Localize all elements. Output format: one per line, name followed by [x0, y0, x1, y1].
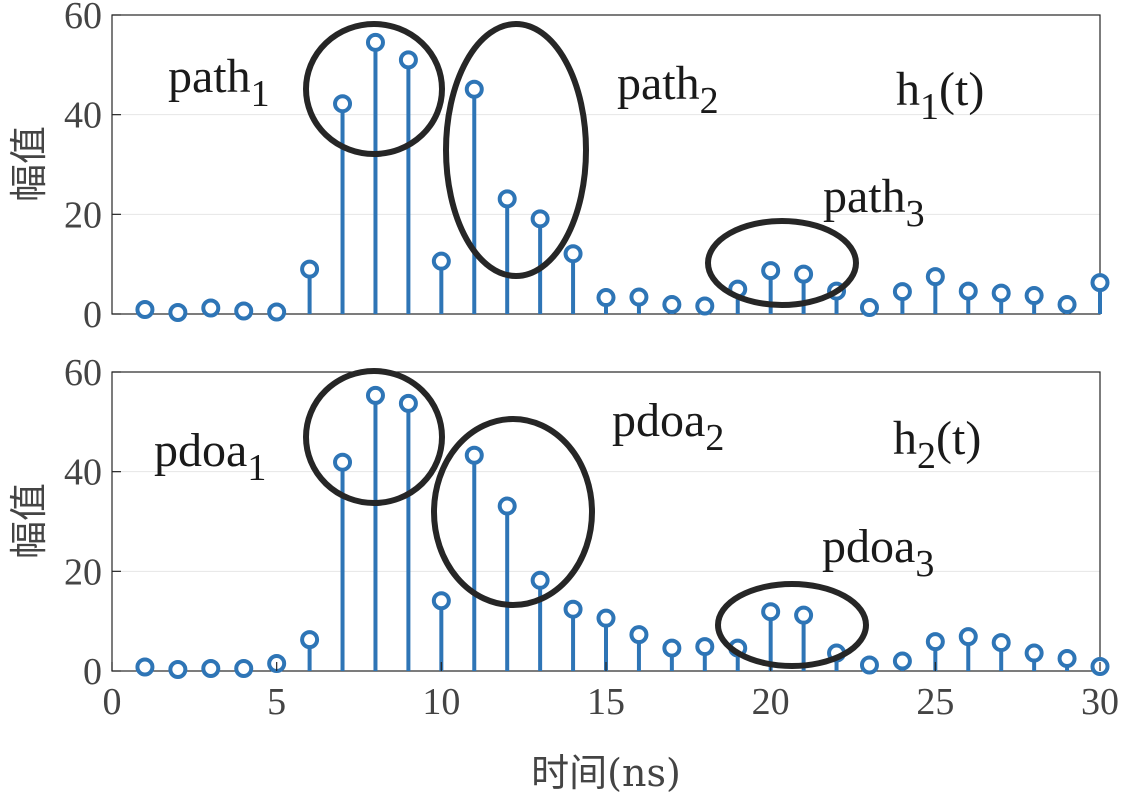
stem-marker: [892, 282, 912, 302]
stem-marker: [695, 296, 715, 316]
stem-marker: [267, 302, 287, 322]
stem-marker: [629, 287, 649, 307]
stem-marker: [596, 288, 616, 308]
stem-marker: [794, 264, 814, 284]
x-tick-label: 20: [752, 681, 790, 723]
x-tick-label: 15: [587, 681, 625, 723]
bottom-gridlines: [112, 471, 1100, 572]
stem-marker: [398, 50, 418, 70]
stem-marker: [234, 301, 254, 321]
path-1-ellipse: [303, 21, 445, 157]
stem-marker: [859, 298, 879, 318]
stem-marker: [333, 452, 353, 472]
top-stems: [135, 32, 1110, 323]
stem-marker: [1090, 273, 1110, 293]
x-axis-label: 时间(ns): [531, 751, 681, 795]
bottom-y-axis-label: 幅值: [7, 483, 51, 559]
top-plot-frame: [111, 14, 1101, 315]
annotation-path-1: path1: [168, 50, 270, 115]
stem-marker: [958, 627, 978, 647]
annotation-pdoa-3: pdoa3: [822, 520, 934, 585]
stem-marker: [234, 659, 254, 679]
stem-marker: [431, 591, 451, 611]
stem-marker: [563, 244, 583, 264]
stem-marker: [135, 300, 155, 320]
stem-marker: [596, 608, 616, 628]
top-gridlines: [112, 114, 1100, 215]
stem-marker: [1057, 649, 1077, 669]
stem-marker: [761, 261, 781, 281]
stem-marker: [1024, 286, 1044, 306]
annotation-path-3: path3: [823, 170, 925, 235]
pdoa-1-ellipse: [303, 368, 445, 506]
stem-marker: [365, 385, 385, 405]
y-tick-label: 20: [64, 194, 102, 236]
stem-marker: [662, 295, 682, 315]
stem-marker: [991, 283, 1011, 303]
stem-marker: [695, 637, 715, 657]
stem-marker: [530, 570, 550, 590]
stem-marker: [201, 659, 221, 679]
y-tick-label: 20: [64, 551, 102, 593]
pdoa-2-ellipse: [431, 416, 595, 608]
stem-marker: [958, 281, 978, 301]
x-tick-label: 0: [103, 681, 122, 723]
y-tick-label: 40: [64, 452, 102, 494]
stem-marker: [892, 651, 912, 671]
stem-marker: [398, 393, 418, 413]
pdoa-3-ellipse: [715, 581, 869, 669]
annotation-h1t: h1(t): [896, 63, 984, 128]
stem-marker: [991, 633, 1011, 653]
stem-marker: [365, 32, 385, 52]
stem-marker: [201, 298, 221, 318]
x-tick-label: 30: [1081, 681, 1119, 723]
stem-marker: [530, 209, 550, 229]
stem-marker: [464, 445, 484, 465]
y-tick-label: 60: [64, 0, 102, 37]
stem-marker: [168, 303, 188, 323]
stem-marker: [497, 496, 517, 516]
stem-marker: [925, 267, 945, 287]
y-tick-label: 0: [83, 294, 102, 336]
y-tick-label: 40: [64, 95, 102, 137]
stem-marker: [168, 660, 188, 680]
stem-marker: [1024, 643, 1044, 663]
top-y-ticks: 0 20 40 60: [64, 0, 121, 336]
stem-marker: [464, 79, 484, 99]
x-tick-label: 5: [267, 681, 286, 723]
annotation-path-2: path2: [617, 57, 719, 122]
stem-marker: [662, 638, 682, 658]
bottom-x-ticks: 0 5 10 15 20 25 30: [103, 662, 1119, 723]
annotation-pdoa-1: pdoa1: [154, 424, 266, 489]
stem-marker: [431, 251, 451, 271]
y-tick-label: 60: [64, 352, 102, 394]
stem-marker: [629, 625, 649, 645]
stem-marker: [859, 655, 879, 675]
x-tick-label: 10: [422, 681, 460, 723]
stem-marker: [563, 599, 583, 619]
stem-marker: [1057, 295, 1077, 315]
stem-marker: [925, 632, 945, 652]
top-y-axis-label: 幅值: [7, 126, 51, 202]
annotation-pdoa-2: pdoa2: [612, 394, 724, 459]
x-tick-label: 25: [916, 681, 954, 723]
stem-marker: [761, 602, 781, 622]
stem-marker: [300, 630, 320, 650]
stem-marker: [794, 605, 814, 625]
bottom-y-ticks: 0 20 40 60: [64, 352, 121, 693]
annotation-h2t: h2(t): [893, 412, 981, 477]
stem-marker: [300, 259, 320, 279]
y-tick-label: 0: [83, 651, 102, 693]
stem-marker: [333, 94, 353, 114]
path-3-ellipse: [705, 218, 859, 308]
stem-marker: [497, 189, 517, 209]
path-2-ellipse: [443, 21, 589, 279]
bottom-plot-panel: 0 20 40 60 0 5 10 15 20 25 30 幅值 时间(ns) pdoa1 pdo…: [7, 352, 1119, 795]
stem-marker: [135, 657, 155, 677]
top-plot-panel: 0 20 40 60 幅值 path1 path2 path3 h1(t): [7, 0, 1110, 336]
